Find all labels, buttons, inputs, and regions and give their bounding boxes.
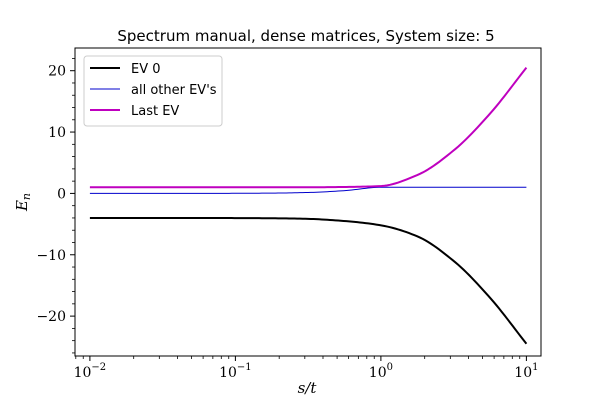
legend-label-ev0: EV 0 xyxy=(131,62,161,77)
plot-frame xyxy=(74,47,542,357)
y-tick-label: −10 xyxy=(36,248,66,264)
legend-label-other-evs: all other EV's xyxy=(131,83,217,98)
legend-label-last-ev: Last EV xyxy=(131,104,179,119)
y-axis-label: En xyxy=(13,193,33,212)
y-tick-label: 10 xyxy=(48,125,66,141)
series-line-ev0 xyxy=(89,216,528,345)
x-axis-label: s/t xyxy=(298,379,318,397)
x-tick-label: 10−2 xyxy=(74,362,107,381)
x-tick-label: 10−1 xyxy=(219,362,252,381)
series-line-other-evs xyxy=(89,186,527,194)
y-tick-label: 20 xyxy=(48,64,66,80)
chart-title: Spectrum manual, dense matrices, System … xyxy=(117,27,494,45)
x-tick-label: 100 xyxy=(369,362,393,381)
series-line-last-ev xyxy=(89,67,528,189)
plot-area xyxy=(89,67,528,345)
legend: EV 0 all other EV's Last EV xyxy=(83,55,223,127)
y-tick-label: −20 xyxy=(36,309,66,325)
y-tick-label: 0 xyxy=(57,186,66,202)
legend-box xyxy=(83,55,223,127)
x-tick-label: 101 xyxy=(514,362,538,381)
